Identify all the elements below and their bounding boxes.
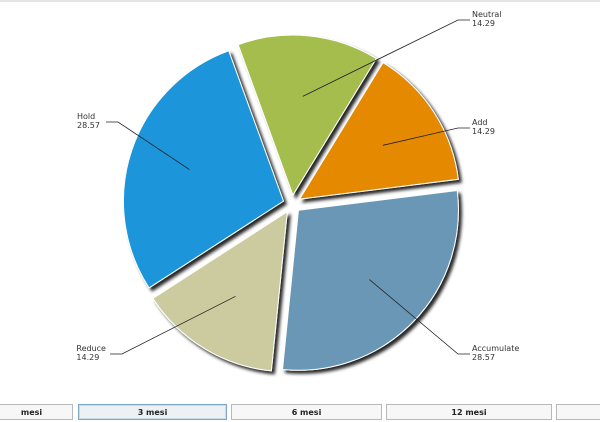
tab-period-6-mesi[interactable]: 6 mesi — [231, 404, 382, 420]
slice-label-reduce: Reduce — [76, 344, 106, 353]
pie-slice-neutral — [237, 34, 378, 197]
leader-line-neutral — [302, 19, 470, 97]
pie-slice-add — [298, 61, 459, 200]
tab-label: mesi — [20, 407, 43, 417]
top-border — [0, 0, 600, 2]
tab-period-3-mesi[interactable]: 3 mesi — [78, 404, 227, 420]
slice-label-add: Add — [472, 118, 488, 127]
tab-label: 12 mesi — [451, 407, 487, 417]
tab-period-first[interactable]: mesi — [0, 404, 73, 420]
leader-line-hold — [106, 121, 190, 170]
slice-value-accumulate: 28.57 — [472, 353, 495, 362]
tab-label: 3 mesi — [137, 407, 168, 417]
tab-period-last[interactable] — [556, 404, 600, 420]
slice-value-hold: 28.57 — [77, 121, 100, 130]
slice-label-hold: Hold — [77, 112, 95, 121]
tab-label: 6 mesi — [291, 407, 322, 417]
leader-line-add — [382, 127, 470, 146]
slice-label-neutral: Neutral — [472, 10, 502, 19]
slice-value-neutral: 14.29 — [472, 19, 495, 28]
pie-slice-reduce — [152, 210, 288, 372]
leader-line-reduce — [110, 295, 236, 355]
tab-period-12-mesi[interactable]: 12 mesi — [386, 404, 552, 420]
pie-chart: Neutral14.29Add14.29Accumulate28.57Reduc… — [76, 10, 519, 372]
period-tabbar: mesi 3 mesi 6 mesi 12 mesi — [0, 400, 600, 422]
slice-label-accumulate: Accumulate — [472, 344, 519, 353]
slice-value-reduce: 14.29 — [76, 353, 99, 362]
pie-slice-hold — [122, 50, 285, 289]
slice-value-add: 14.29 — [472, 127, 495, 136]
leader-line-accumulate — [369, 279, 470, 355]
